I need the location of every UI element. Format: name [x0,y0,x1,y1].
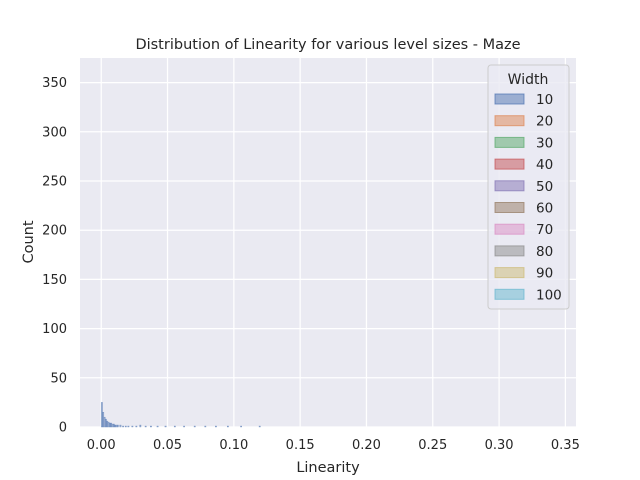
y-axis-ticks: 0 50 100 150 200 250 300 350 [42,76,67,435]
legend-swatch [494,93,525,105]
legend-label: 70 [536,222,553,238]
y-axis-label: Count [21,220,37,263]
histogram-bar [135,425,138,428]
histogram-bar [183,425,185,428]
legend: Width 10 20 30 40 50 60 70 80 90 100 [487,64,570,310]
histogram-bar [215,425,217,428]
legend-swatch [494,180,525,192]
histogram-bars [101,402,261,428]
histogram-bar [139,424,142,428]
y-tick-label: 350 [42,76,67,91]
histogram-bar [127,425,130,428]
y-tick-label: 150 [42,273,67,288]
legend-label: 100 [536,287,562,303]
x-tick-label: 0.15 [286,438,315,453]
legend-label: 30 [536,135,553,151]
legend-label: 90 [536,266,553,282]
legend-swatch [494,288,525,300]
histogram-bar [150,425,152,428]
histogram-bar [164,425,167,428]
x-tick-label: 0.00 [87,438,116,453]
histogram-bar [156,425,159,428]
legend-label: 80 [536,244,553,260]
histogram-bar [131,425,134,428]
histogram-bar [240,425,242,428]
legend-label: 40 [536,157,553,173]
legend-swatch [494,223,525,235]
y-tick-label: 300 [42,125,67,140]
y-tick-label: 100 [42,322,67,337]
x-tick-label: 0.25 [418,438,447,453]
legend-label: 50 [536,179,553,195]
histogram-bar [116,424,119,428]
legend-swatch [494,267,525,279]
histogram-bar [144,425,147,428]
x-tick-label: 0.30 [485,438,514,453]
histogram-bar [119,424,122,428]
x-tick-label: 0.05 [153,438,182,453]
legend-swatch [494,115,525,127]
y-tick-label: 250 [42,175,67,190]
x-axis-label: Linearity [296,460,360,476]
histogram-bar [124,425,127,428]
legend-entries: 10 20 30 40 50 60 70 80 90 100 [494,92,562,303]
legend-label: 20 [536,114,553,130]
legend-swatch [494,202,525,213]
legend-swatch [494,158,525,170]
x-tick-label: 0.35 [551,438,580,453]
legend-swatch [494,136,525,148]
histogram-bar [227,425,229,428]
y-tick-label: 0 [59,421,67,436]
x-tick-label: 0.10 [219,438,248,453]
histogram-bar [204,425,207,428]
histogram-bar [193,425,196,428]
histogram-bar [258,425,261,428]
legend-label: 10 [536,92,553,108]
legend-label: 60 [536,201,553,217]
chart-title: Distribution of Linearity for various le… [135,37,520,53]
x-axis-ticks: 0.00 0.05 0.10 0.15 0.20 0.25 0.30 0.35 [87,438,580,453]
histogram-bar [173,425,176,428]
legend-title: Width [508,72,549,88]
y-tick-label: 50 [50,371,67,386]
x-tick-label: 0.20 [352,438,381,453]
y-tick-label: 200 [42,224,67,239]
legend-swatch [494,245,525,257]
histogram-bar [122,425,124,428]
